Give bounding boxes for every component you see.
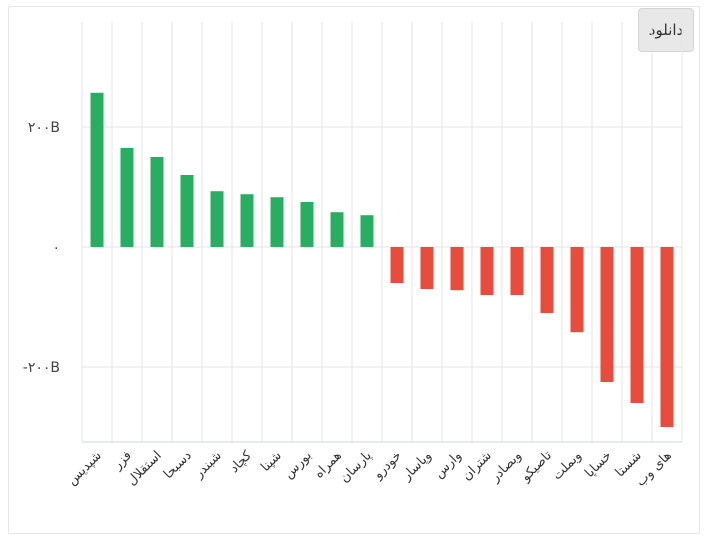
bar[interactable] [540,247,554,313]
x-tick-label: پارسان [337,448,375,486]
x-tick-label: شتران [459,448,494,483]
bar[interactable] [570,247,584,333]
bar[interactable] [600,247,614,382]
vertical-gridlines [81,22,683,442]
bar[interactable] [330,212,344,247]
x-tick-label: وپاسار [399,448,435,484]
x-tick-label: خساپا [582,448,615,481]
x-tick-label: وبملت [550,448,585,483]
y-axis-ticks: ۲۰۰B ۰ -۲۰۰B [23,120,60,376]
y-tick-label: ۲۰۰B [28,120,60,136]
bar[interactable] [630,247,644,403]
x-tick-label: شپدیس [65,448,105,488]
x-tick-label: وبصادر [487,448,525,486]
x-tick-label: وارس [432,448,465,481]
bar[interactable] [420,247,434,289]
bar[interactable] [210,191,224,247]
bar[interactable] [480,247,494,295]
x-tick-label: شبندر [191,448,225,482]
bar[interactable] [90,92,104,247]
x-tick-label: استقلال [124,448,164,488]
x-tick-label: خودرو [370,448,405,483]
y-tick-label: ۰ [52,240,60,256]
download-button[interactable]: دانلود [638,8,694,52]
x-tick-label: تاصیکو [518,448,555,485]
chart-container [8,6,700,534]
x-tick-label: دسبحا [161,448,195,482]
bar[interactable] [510,247,524,295]
bar[interactable] [150,157,164,247]
bar[interactable] [240,194,254,247]
bar[interactable] [120,148,134,247]
bar[interactable] [300,202,314,247]
y-tick-label: -۲۰۰B [23,360,60,376]
bar[interactable] [270,197,284,247]
x-tick-label: فزر [110,448,135,473]
bar[interactable] [180,175,194,247]
bar[interactable] [390,247,404,283]
x-tick-label: بورس [281,448,315,482]
bar[interactable] [660,247,674,427]
bars [90,92,674,427]
bar[interactable] [360,215,374,247]
x-tick-label: کچاد [227,448,255,476]
bar[interactable] [450,247,464,291]
